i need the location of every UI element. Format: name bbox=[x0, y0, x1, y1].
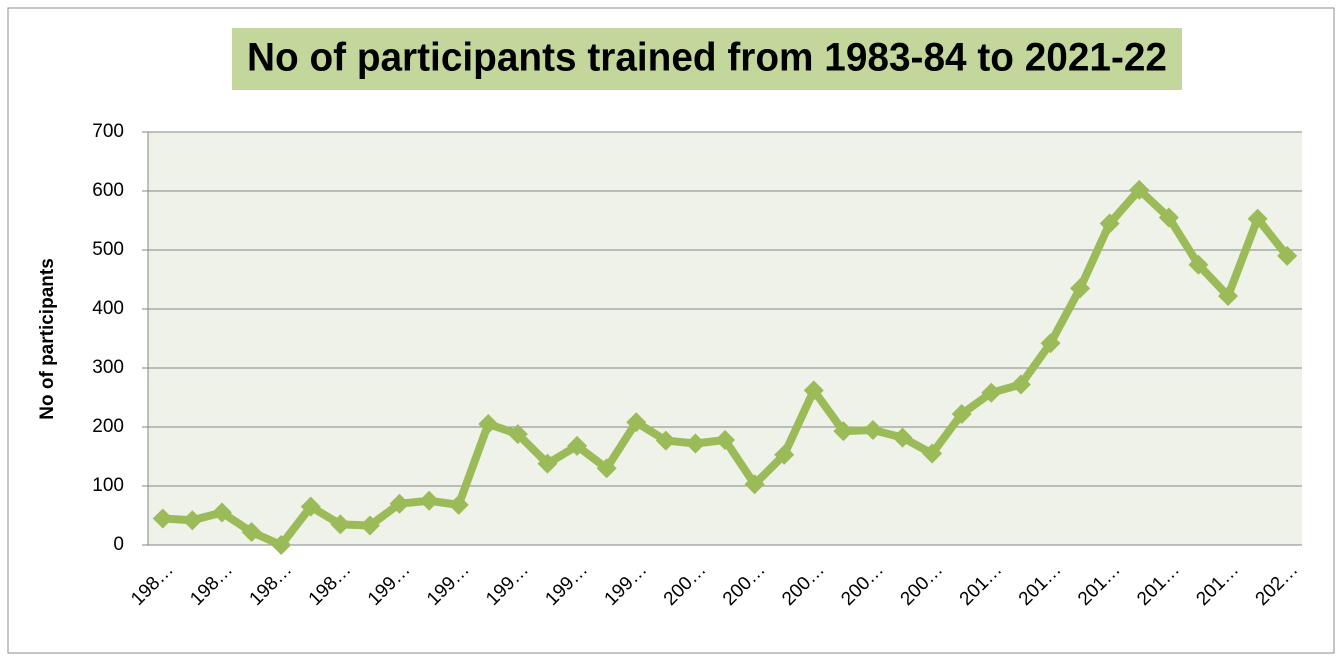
data-point bbox=[951, 404, 972, 425]
data-point bbox=[330, 514, 351, 535]
data-point bbox=[685, 433, 706, 454]
y-tick-label: 600 bbox=[92, 180, 124, 201]
data-point bbox=[862, 419, 883, 440]
y-axis-label: No of participants bbox=[37, 258, 58, 420]
data-point bbox=[1188, 254, 1209, 275]
data-point bbox=[567, 435, 588, 456]
data-point bbox=[1099, 213, 1120, 234]
data-point bbox=[211, 502, 232, 523]
data-point bbox=[1277, 245, 1298, 266]
data-point bbox=[833, 421, 854, 442]
data-point bbox=[182, 510, 203, 531]
data-point bbox=[715, 429, 735, 450]
data-point bbox=[655, 430, 676, 451]
title-background bbox=[232, 28, 1182, 90]
data-point bbox=[448, 494, 469, 515]
data-point bbox=[981, 382, 1002, 403]
data-point bbox=[152, 508, 173, 529]
data-point bbox=[803, 380, 824, 401]
y-tick-label: 300 bbox=[92, 357, 124, 378]
data-point bbox=[1218, 286, 1239, 307]
data-point bbox=[1158, 207, 1179, 228]
data-point bbox=[300, 496, 321, 517]
data-point bbox=[626, 412, 647, 433]
y-tick-label: 400 bbox=[92, 298, 124, 319]
plot-area bbox=[148, 132, 1302, 545]
data-point bbox=[1129, 179, 1150, 200]
data-point bbox=[507, 424, 528, 445]
data-point bbox=[596, 458, 617, 479]
chart-title: No of participants trained from 1983-84 … bbox=[247, 36, 1167, 80]
data-point bbox=[1247, 208, 1268, 229]
data-point bbox=[271, 535, 292, 555]
y-tick-label: 0 bbox=[113, 534, 124, 555]
data-point bbox=[1040, 333, 1061, 354]
data-point bbox=[892, 427, 913, 448]
data-point bbox=[537, 453, 558, 474]
data-point bbox=[1070, 278, 1091, 299]
y-tick-label: 700 bbox=[92, 121, 124, 142]
y-tick-label: 100 bbox=[92, 475, 124, 496]
data-point bbox=[389, 493, 410, 514]
data-point bbox=[359, 515, 380, 536]
data-point bbox=[774, 444, 795, 465]
data-point bbox=[744, 474, 765, 495]
data-point bbox=[419, 490, 440, 511]
data-point bbox=[478, 414, 499, 435]
data-point bbox=[241, 522, 262, 543]
data-point bbox=[922, 443, 943, 464]
y-tick-label: 500 bbox=[92, 239, 124, 260]
data-point bbox=[1010, 374, 1031, 395]
y-tick-label: 200 bbox=[92, 416, 124, 437]
